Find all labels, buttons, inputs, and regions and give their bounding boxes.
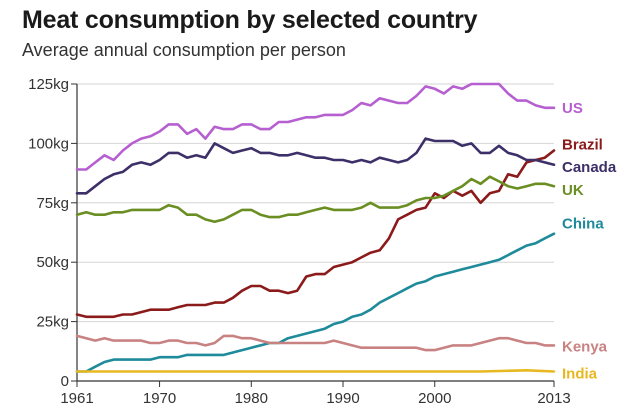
series-label-uk: UK: [562, 182, 584, 199]
y-tick-label: 125kg: [28, 76, 69, 93]
y-tick-label: 100kg: [28, 135, 69, 152]
series-line-india: [75, 369, 556, 373]
series-line-brazil: [75, 149, 556, 319]
y-tick-label: 75kg: [36, 195, 69, 212]
series-line-kenya: [75, 334, 556, 352]
series-line-canada: [75, 137, 556, 195]
gridlines: [77, 83, 554, 323]
series-label-china: China: [562, 216, 604, 233]
y-tick-label: 0: [61, 373, 69, 390]
series-line-uk: [75, 175, 556, 224]
x-tick-label: 1980: [235, 390, 268, 406]
x-tick-label: 2013: [537, 390, 570, 406]
axes: 0 25kg 50kg 75kg 100kg 125kg 1961 1970 1980 1990 2…: [28, 76, 571, 406]
chart-title: Meat consumption by selected country: [22, 6, 478, 34]
chart-subtitle: Average annual consumption per person: [22, 40, 346, 60]
series-label-kenya: Kenya: [562, 338, 608, 355]
series-label-us: US: [562, 100, 583, 117]
series-label-canada: Canada: [562, 159, 617, 176]
x-tick-label: 1961: [60, 390, 93, 406]
y-tick-label: 50kg: [36, 254, 69, 271]
series-label-brazil: Brazil: [562, 137, 603, 154]
series-lines: [75, 82, 556, 373]
x-tick-label: 1990: [326, 390, 359, 406]
y-tick-label: 25kg: [36, 314, 69, 331]
series-line-us: [75, 82, 556, 171]
series-labels: US Brazil Canada UK China Kenya India: [562, 100, 617, 383]
series-label-india: India: [562, 365, 598, 382]
x-tick-label: 2000: [418, 390, 451, 406]
series-line-china: [75, 232, 556, 373]
x-tick-label: 1970: [143, 390, 176, 406]
